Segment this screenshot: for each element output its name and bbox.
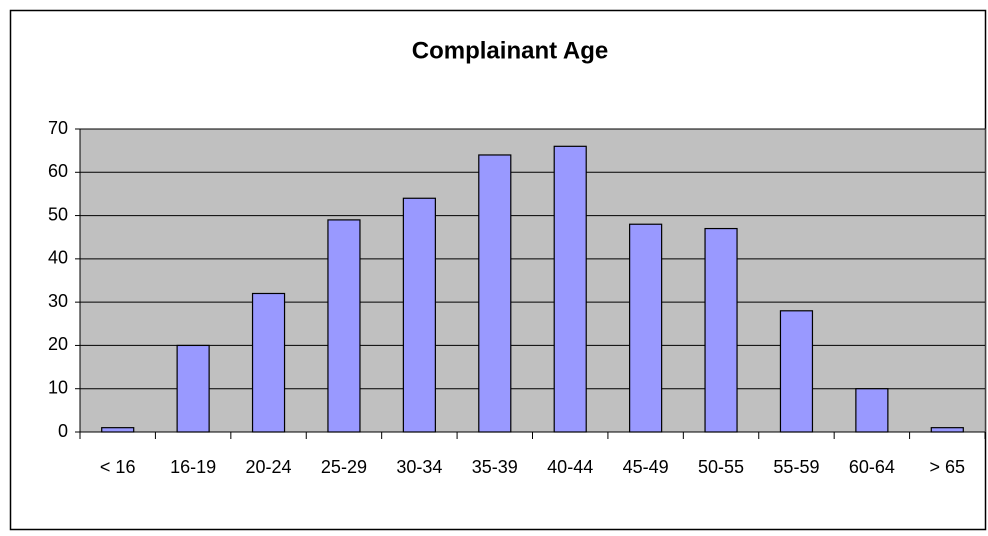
bar: [176, 344, 210, 433]
y-tick-label: 60: [48, 161, 68, 181]
y-tick-label: 40: [48, 248, 68, 268]
y-tick-label: 20: [48, 334, 68, 354]
bar: [930, 427, 964, 433]
y-tick-label: 50: [48, 204, 68, 224]
bar: [101, 427, 135, 433]
bar: [855, 388, 889, 433]
y-tick-label: 10: [48, 377, 68, 397]
bar: [402, 197, 436, 433]
bar: [629, 223, 663, 433]
bar: [327, 219, 361, 433]
x-tick-label: < 16: [100, 457, 136, 477]
x-tick-label: 50-55: [698, 457, 744, 477]
bar: [704, 227, 738, 433]
x-tick-label: 20-24: [246, 457, 292, 477]
x-tick-label: > 65: [930, 457, 966, 477]
plot-area: [79, 128, 986, 433]
chart-title: Complainant Age: [412, 37, 608, 64]
x-tick-label: 25-29: [321, 457, 367, 477]
bar: [251, 292, 286, 433]
x-tick-label: 35-39: [472, 457, 518, 477]
x-tick-label: 16-19: [170, 457, 216, 477]
bar: [553, 145, 587, 433]
y-tick-label: 0: [58, 421, 68, 441]
x-tick-label: 45-49: [623, 457, 669, 477]
x-tick-label: 55-59: [773, 457, 819, 477]
bar: [478, 154, 512, 433]
x-tick-label: 30-34: [396, 457, 442, 477]
y-tick-label: 70: [48, 118, 68, 138]
x-tick-label: 60-64: [849, 457, 895, 477]
x-tick-label: 40-44: [547, 457, 593, 477]
bar: [779, 310, 814, 433]
y-tick-label: 30: [48, 291, 68, 311]
